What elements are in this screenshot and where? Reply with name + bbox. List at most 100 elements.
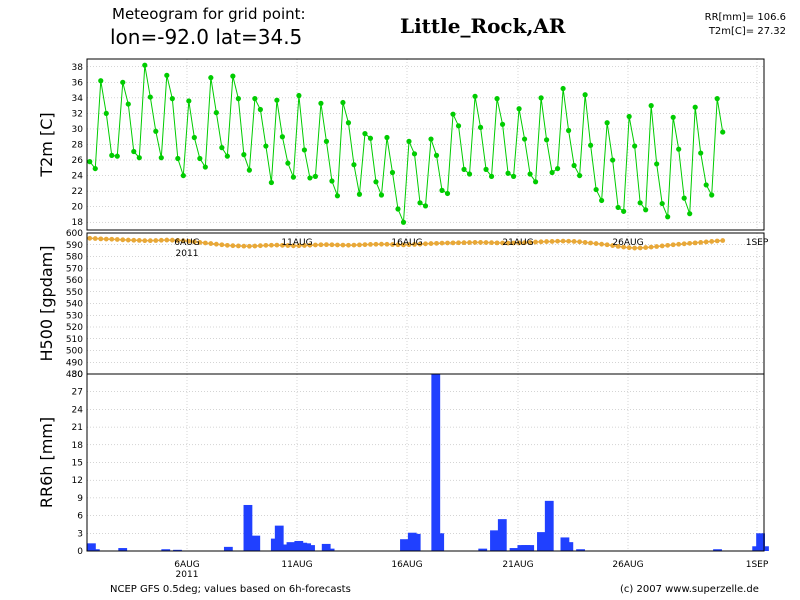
h500-point — [175, 238, 181, 243]
t2m-point — [494, 96, 500, 102]
h500-point — [511, 240, 516, 246]
h500-point — [505, 240, 511, 246]
h500-ytick-label: 510 — [66, 335, 83, 345]
rr6h-ytick-label: 9 — [77, 494, 83, 504]
t2m-point — [153, 128, 159, 134]
t2m-point — [411, 151, 418, 157]
h500-ytick-label: 590 — [66, 241, 83, 251]
h500-point — [285, 243, 291, 248]
h500-point — [235, 243, 241, 249]
date-label-mid: 11AUG — [281, 238, 312, 248]
h500-point — [698, 240, 704, 245]
rr6h-bar — [509, 548, 519, 551]
h500-point — [373, 241, 379, 247]
t2m-point — [191, 134, 197, 141]
h500-ytick-label: 520 — [66, 323, 83, 333]
t2m-point — [213, 110, 219, 116]
t2m-point — [125, 101, 131, 107]
t2m-point — [444, 190, 451, 197]
t2m-point — [571, 162, 577, 169]
t2m-point — [439, 187, 445, 193]
t2m-point — [461, 166, 467, 172]
t2m-point — [560, 85, 566, 92]
h500-point — [571, 239, 577, 244]
h500-ytick-label: 530 — [66, 311, 83, 321]
t2m-point — [665, 214, 671, 220]
t2m-point — [643, 207, 649, 213]
h500-point — [428, 241, 434, 246]
h500-point — [296, 243, 302, 249]
h500-point — [588, 240, 594, 246]
t2m-point — [246, 167, 252, 173]
h500-point — [158, 237, 164, 243]
date-label-bottom: 1SEP — [746, 560, 769, 570]
h500-point — [136, 238, 142, 243]
t2m-point — [703, 182, 709, 188]
rr6h-bar — [576, 549, 585, 551]
t2m-point — [120, 79, 126, 85]
h500-point — [648, 244, 654, 250]
h500-point — [153, 238, 159, 243]
t2m-summary: T2m[C]= 27.32 — [708, 26, 786, 37]
h500-point — [665, 242, 671, 248]
h500-point — [390, 242, 395, 247]
t2m-point — [323, 138, 330, 144]
h500-point — [560, 238, 566, 244]
h500-point — [335, 242, 340, 248]
h500-point — [307, 242, 313, 248]
rr6h-bar — [490, 530, 499, 551]
h500-point — [692, 240, 698, 246]
t2m-point — [351, 162, 357, 168]
date-label-mid: 21AUG — [502, 238, 533, 248]
rr6h-bar — [431, 374, 441, 551]
t2m-point — [103, 110, 109, 117]
t2m-point — [186, 98, 192, 104]
h500-point — [384, 241, 390, 247]
rr6h-frame — [86, 373, 765, 552]
h500-point — [621, 244, 627, 250]
t2m-point — [543, 137, 550, 143]
t2m-ytick-label: 36 — [72, 78, 84, 88]
t2m-point — [483, 166, 489, 172]
t2m-point — [527, 171, 533, 177]
h500-point — [401, 242, 406, 248]
t2m-point — [488, 173, 495, 179]
h500-point — [213, 241, 219, 247]
t2m-point — [395, 206, 401, 212]
t2m-point — [692, 104, 698, 110]
t2m-point — [340, 99, 346, 106]
t2m-point — [681, 195, 687, 201]
t2m-point — [279, 134, 285, 140]
h500-ytick-label: 600 — [66, 229, 83, 239]
h500-point — [257, 243, 263, 249]
h500-point — [180, 238, 186, 244]
t2m-point — [219, 145, 225, 151]
h500-point — [527, 240, 533, 245]
t2m-point — [252, 96, 258, 102]
rr6h-ytick-label: 15 — [72, 459, 83, 469]
rr6h-ytick-label: 18 — [72, 441, 84, 451]
rr6h-bar — [537, 532, 546, 551]
h500-point — [379, 241, 384, 247]
h500-point — [516, 240, 522, 246]
h500-point — [346, 242, 351, 248]
h500-point — [500, 240, 505, 246]
t2m-point — [329, 178, 335, 184]
h500-point — [252, 243, 258, 249]
h500-point — [246, 243, 252, 249]
h500-point — [357, 242, 362, 248]
t2m-point — [158, 155, 164, 161]
h500-point — [423, 241, 428, 247]
title-line-2: lon=-92.0 lat=34.5 — [110, 25, 303, 49]
h500-point — [472, 240, 478, 245]
t2m-point — [659, 200, 665, 207]
h500-point — [92, 236, 98, 241]
h500-point — [489, 240, 494, 246]
t2m-point — [554, 165, 561, 172]
h500-point — [637, 245, 643, 251]
t2m-point — [593, 186, 599, 193]
rr6h-bar — [411, 533, 421, 551]
footer-credit: (c) 2007 www.superzelle.de — [620, 584, 759, 595]
h500-point — [461, 240, 467, 246]
